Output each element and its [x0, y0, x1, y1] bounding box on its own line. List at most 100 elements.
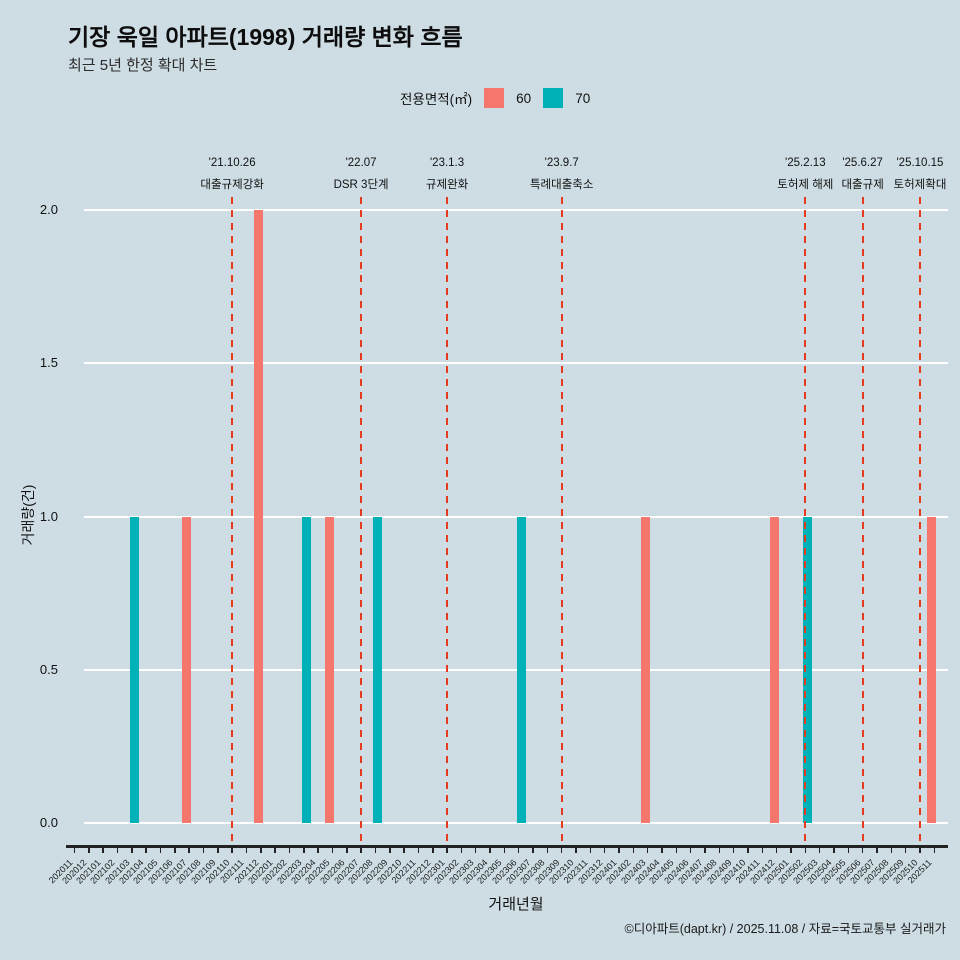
x-tick — [432, 848, 434, 853]
gridline — [84, 209, 948, 211]
bar-60-202511 — [927, 516, 937, 823]
x-tick — [417, 848, 420, 853]
source-credit: ©디아파트(dapt.kr) / 2025.11.08 / 자료=국토교통부 실… — [624, 922, 947, 936]
x-tick — [317, 848, 319, 853]
bar-70-202203 — [301, 516, 311, 823]
annotation-date: '25.10.15 — [896, 157, 944, 169]
y-tick-label: 1.0 — [39, 508, 58, 524]
x-tick — [360, 848, 362, 853]
bar-70-202103 — [129, 516, 139, 823]
x-tick — [88, 848, 90, 853]
x-tick — [661, 848, 663, 853]
x-axis-title: 거래년월 — [488, 896, 544, 913]
x-tick — [159, 848, 162, 853]
x-tick — [145, 848, 147, 853]
x-tick — [532, 848, 534, 853]
x-tick — [389, 848, 391, 853]
x-tick — [904, 848, 907, 853]
x-tick — [331, 848, 334, 853]
chart-title: 기장 욱일 아파트(1998) 거래량 변화 흐름 — [68, 24, 463, 50]
x-tick — [632, 848, 635, 853]
annotation-date: '23.1.3 — [429, 157, 465, 169]
legend-swatch-60 — [484, 88, 505, 108]
x-tick — [603, 848, 606, 853]
x-tick — [833, 848, 835, 853]
x-tick — [919, 848, 921, 853]
legend-swatch-70 — [543, 88, 564, 108]
x-tick — [174, 848, 176, 853]
annotation-line-202301 — [446, 197, 449, 845]
legend-title: 전용면적(㎡) — [400, 92, 473, 107]
x-tick — [288, 848, 291, 853]
x-tick — [689, 848, 692, 853]
annotation-line-202510 — [918, 197, 921, 845]
bar-60-202412 — [769, 516, 779, 823]
x-tick — [589, 848, 592, 853]
gridline — [84, 515, 948, 518]
gridline — [84, 668, 948, 671]
annotation-label: 토허제 해제 — [777, 179, 834, 191]
x-tick — [704, 848, 706, 853]
annotation-label: DSR 3단계 — [333, 179, 389, 191]
annotation-date: '23.9.7 — [544, 157, 579, 169]
x-tick — [804, 848, 807, 853]
annotation-line-202110 — [231, 197, 234, 845]
x-tick — [861, 848, 864, 853]
annotation-line-202309 — [560, 197, 563, 845]
x-tick — [245, 848, 248, 853]
legend: 전용면적(㎡) 60 70 — [400, 88, 590, 108]
annotation-date: '21.10.26 — [208, 157, 256, 169]
x-tick — [73, 848, 76, 853]
bar-60-202112 — [253, 210, 263, 823]
gridline — [84, 362, 948, 365]
x-tick — [675, 848, 678, 853]
x-tick — [188, 848, 190, 853]
x-tick — [890, 848, 893, 853]
x-tick — [202, 848, 205, 853]
x-tick — [403, 848, 405, 853]
x-axis-line — [66, 845, 948, 848]
x-tick — [102, 848, 104, 853]
annotation-date: '22.07 — [345, 157, 377, 169]
x-tick — [260, 848, 262, 853]
bar-70-202306 — [516, 516, 526, 823]
chart-subtitle: 최근 5년 한정 확대 차트 — [68, 57, 218, 74]
annotation-label: 대출규제 — [841, 179, 884, 191]
x-tick — [560, 848, 563, 853]
bar-70-202208 — [373, 516, 383, 823]
legend-item-70-label: 70 — [575, 90, 591, 106]
x-tick — [503, 848, 506, 853]
bar-70-202502 — [803, 516, 813, 823]
annotation-line-202207 — [360, 197, 363, 845]
x-tick — [131, 848, 133, 853]
x-tick — [761, 848, 764, 853]
x-tick — [346, 848, 348, 853]
x-tick — [646, 848, 649, 853]
bar-60-202403 — [640, 516, 650, 823]
x-tick — [446, 848, 448, 853]
x-tick — [876, 848, 878, 853]
x-tick — [374, 848, 377, 853]
x-tick — [231, 848, 233, 853]
annotation-label: 대출규제강화 — [200, 179, 264, 191]
bar-60-202107 — [182, 516, 192, 823]
x-tick — [517, 848, 520, 853]
x-tick — [847, 848, 850, 853]
bar-60-202205 — [325, 516, 335, 823]
x-tick — [732, 848, 735, 853]
x-tick — [718, 848, 721, 853]
x-tick — [790, 848, 792, 853]
x-tick — [818, 848, 821, 853]
x-tick — [575, 848, 577, 853]
x-tick — [775, 848, 778, 853]
x-tick — [274, 848, 276, 853]
x-tick — [489, 848, 491, 853]
annotation-date: '25.2.13 — [785, 157, 826, 169]
y-tick-label: 0.5 — [39, 661, 58, 677]
legend-item-60-label: 60 — [516, 90, 532, 106]
x-tick — [618, 848, 620, 853]
annotation-date: '25.6.27 — [842, 157, 883, 169]
x-tick — [474, 848, 477, 853]
y-tick-label: 0.0 — [39, 815, 58, 830]
